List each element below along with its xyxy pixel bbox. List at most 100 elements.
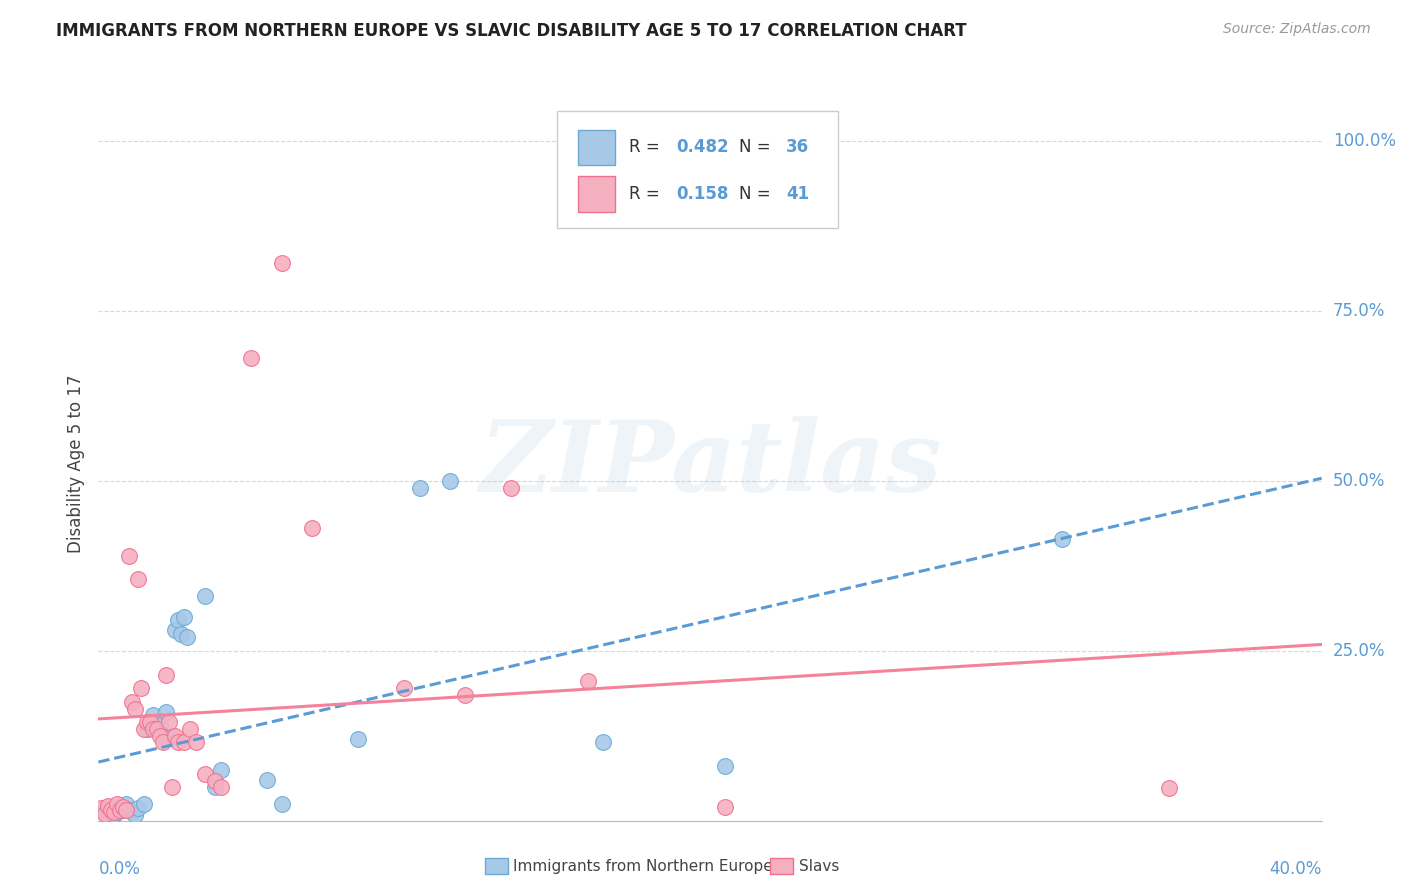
Point: [155, 667, 177, 681]
Point: [97, 808, 120, 822]
Point: [347, 732, 370, 747]
Text: R =: R =: [630, 138, 665, 156]
Point: [176, 630, 198, 644]
Point: [115, 797, 138, 811]
Point: [90, 801, 112, 815]
Point: [194, 767, 217, 781]
Point: [111, 804, 134, 818]
FancyBboxPatch shape: [557, 111, 838, 228]
Point: [240, 351, 263, 366]
Text: 36: 36: [786, 138, 808, 156]
Point: [108, 804, 131, 818]
Point: [173, 609, 195, 624]
Point: [111, 800, 134, 814]
Point: [194, 590, 217, 604]
Point: [163, 624, 186, 638]
Point: [105, 805, 128, 820]
Point: [145, 715, 167, 730]
Point: [1157, 780, 1180, 795]
Point: [179, 722, 201, 736]
Point: [129, 681, 152, 695]
Point: [90, 804, 112, 818]
Text: N =: N =: [740, 138, 776, 156]
Point: [103, 805, 125, 820]
Point: [714, 759, 737, 773]
Point: [127, 801, 149, 815]
Point: [592, 735, 614, 749]
Point: [108, 800, 131, 814]
Text: Source: ZipAtlas.com: Source: ZipAtlas.com: [1223, 22, 1371, 37]
Point: [93, 805, 115, 820]
Point: [209, 763, 232, 777]
Point: [100, 804, 122, 818]
Point: [163, 729, 186, 743]
Point: [134, 797, 156, 811]
Text: Slavs: Slavs: [799, 859, 839, 873]
Point: [160, 729, 183, 743]
FancyBboxPatch shape: [578, 176, 614, 211]
Point: [714, 800, 737, 814]
Point: [136, 722, 159, 736]
Point: [134, 722, 156, 736]
Point: [167, 735, 190, 749]
Point: [204, 780, 226, 794]
Text: 0.158: 0.158: [676, 185, 728, 202]
Point: [139, 715, 162, 730]
Point: [152, 735, 174, 749]
Point: [149, 718, 172, 732]
Text: IMMIGRANTS FROM NORTHERN EUROPE VS SLAVIC DISABILITY AGE 5 TO 17 CORRELATION CHA: IMMIGRANTS FROM NORTHERN EUROPE VS SLAVI…: [56, 22, 967, 40]
Text: Immigrants from Northern Europe: Immigrants from Northern Europe: [513, 859, 773, 873]
Text: 0.482: 0.482: [676, 138, 728, 156]
Text: R =: R =: [630, 185, 665, 202]
Point: [115, 804, 138, 818]
Point: [209, 780, 232, 794]
Point: [501, 481, 523, 495]
Point: [1050, 532, 1073, 546]
Point: [170, 626, 193, 640]
Point: [127, 573, 149, 587]
Point: [160, 780, 183, 794]
Point: [118, 549, 141, 563]
Point: [105, 797, 128, 811]
Point: [142, 708, 165, 723]
Point: [124, 701, 146, 715]
Point: [149, 729, 172, 743]
Point: [270, 797, 292, 811]
Point: [97, 798, 120, 813]
Text: 25.0%: 25.0%: [1333, 641, 1385, 660]
Point: [121, 695, 143, 709]
Point: [100, 801, 122, 815]
Text: 40.0%: 40.0%: [1270, 860, 1322, 878]
Point: [155, 705, 177, 719]
Point: [93, 806, 115, 821]
Point: [270, 256, 292, 270]
Point: [204, 774, 226, 789]
Point: [408, 481, 430, 495]
Text: 50.0%: 50.0%: [1333, 472, 1385, 490]
Point: [576, 674, 599, 689]
Point: [167, 613, 190, 627]
Point: [118, 804, 141, 818]
Text: 75.0%: 75.0%: [1333, 301, 1385, 320]
Point: [186, 735, 208, 749]
Point: [103, 808, 125, 822]
Point: [392, 681, 416, 695]
FancyBboxPatch shape: [578, 129, 614, 165]
Text: 41: 41: [786, 185, 808, 202]
Point: [256, 772, 278, 787]
Text: N =: N =: [740, 185, 776, 202]
Point: [454, 688, 477, 702]
Point: [301, 521, 323, 535]
Text: ZIPatlas: ZIPatlas: [479, 416, 941, 512]
Point: [136, 715, 159, 730]
Point: [142, 722, 165, 736]
Point: [145, 722, 167, 736]
Text: 100.0%: 100.0%: [1333, 132, 1396, 150]
Y-axis label: Disability Age 5 to 17: Disability Age 5 to 17: [66, 375, 84, 553]
Point: [124, 808, 146, 822]
Point: [439, 474, 461, 488]
Point: [173, 735, 195, 749]
Point: [121, 805, 143, 820]
Text: 0.0%: 0.0%: [98, 860, 141, 878]
Point: [157, 715, 180, 730]
